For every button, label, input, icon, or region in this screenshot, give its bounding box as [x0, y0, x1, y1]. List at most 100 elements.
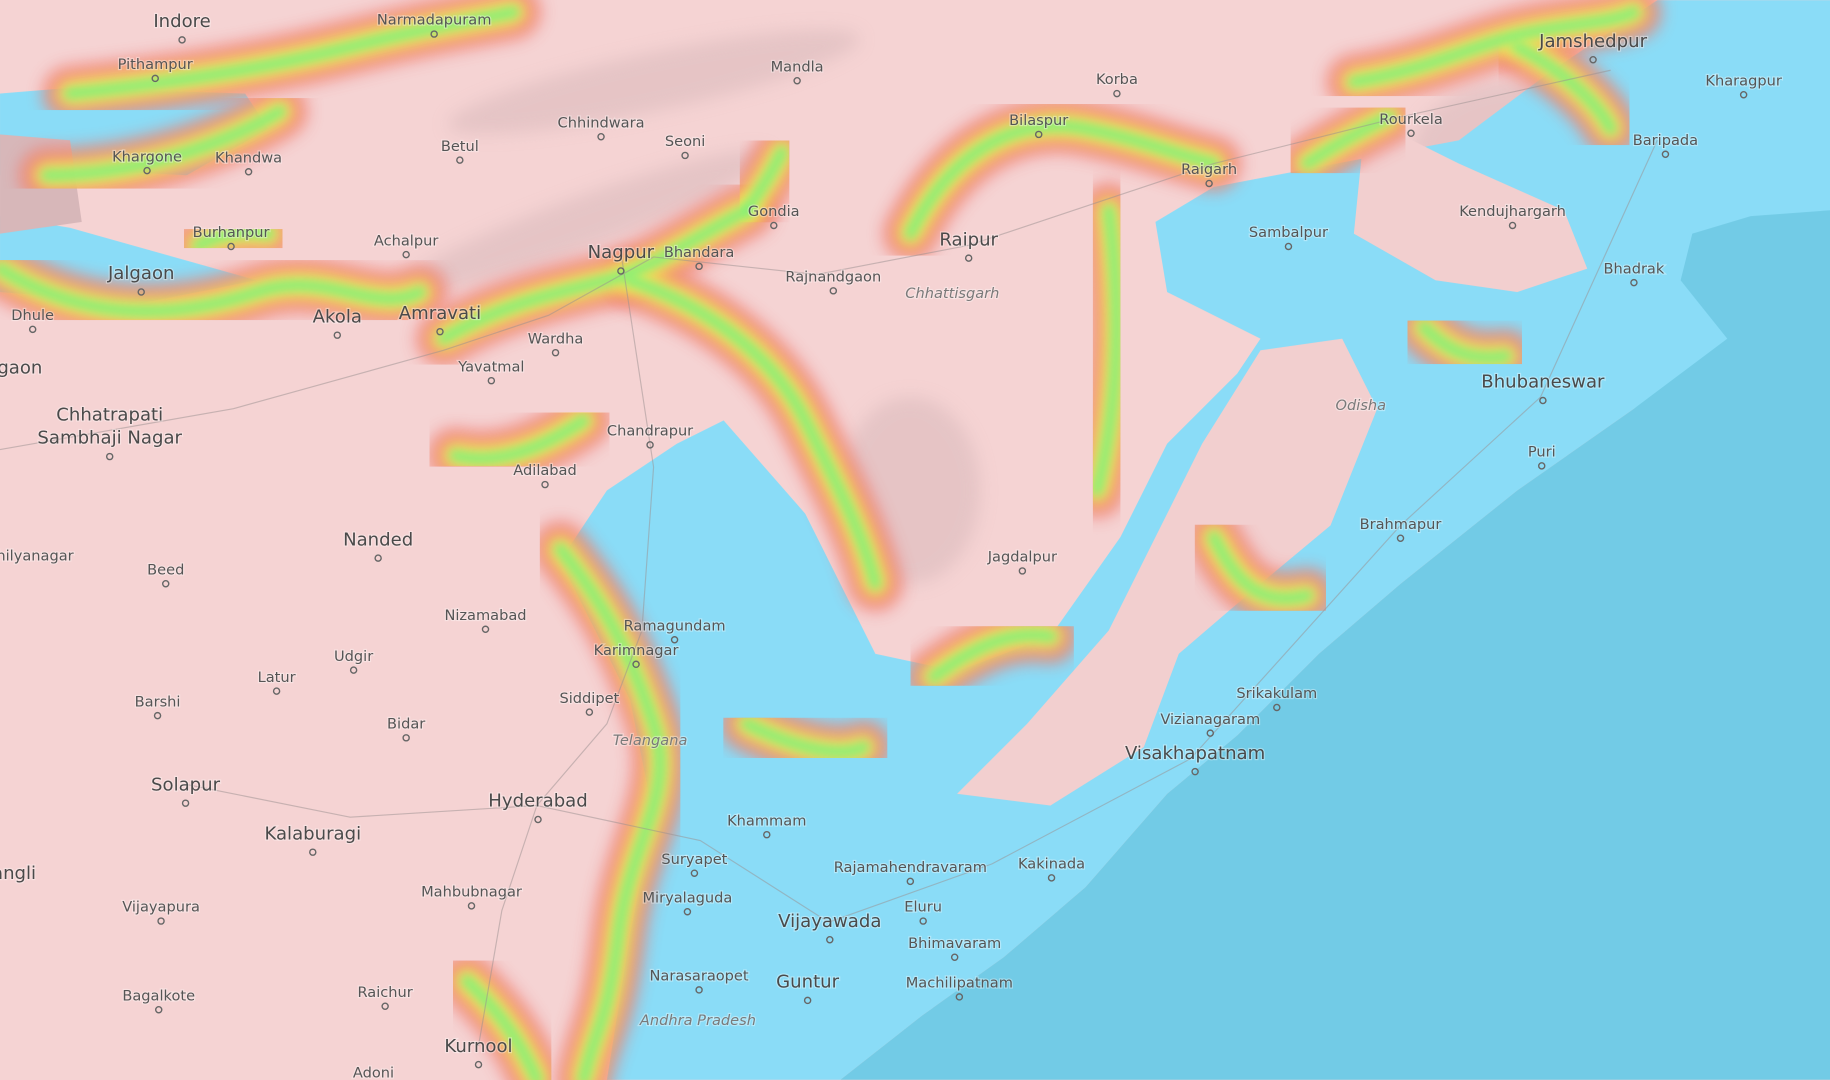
- city-marker-icon: [1284, 242, 1293, 251]
- city-marker-icon: [154, 1006, 163, 1014]
- elevation-band: [927, 629, 1057, 683]
- city-marker-icon: [402, 734, 410, 742]
- elevation-band: [1091, 204, 1123, 497]
- place-label: Bilaspur: [1009, 112, 1068, 129]
- city-marker-icon: [919, 917, 927, 925]
- place-label: Sambalpur: [1249, 224, 1328, 241]
- place-label: Bidar: [387, 715, 425, 732]
- elevation-band: [40, 105, 286, 182]
- city-marker-icon: [430, 30, 438, 38]
- place-label: Chandrapur: [607, 423, 693, 440]
- place-label: angli: [0, 863, 36, 884]
- city-marker-icon: [161, 580, 170, 588]
- city-marker-icon: [585, 708, 594, 716]
- place-label: Hyderabad: [488, 791, 587, 812]
- place-label: Vijayawada: [778, 911, 881, 932]
- city-marker-icon: [1047, 874, 1056, 882]
- place-label: Gondia: [748, 203, 800, 220]
- place-label: Odisha: [1336, 397, 1387, 414]
- place-label: Nizamabad: [444, 607, 526, 624]
- place-label: Andhra Pradesh: [639, 1012, 756, 1029]
- city-marker-icon: [1589, 56, 1597, 64]
- city-marker-icon: [670, 636, 679, 644]
- place-label: Latur: [258, 669, 296, 686]
- place-label: Visakhapatnam: [1125, 743, 1265, 764]
- city-marker-icon: [683, 907, 692, 916]
- city-marker-icon: [487, 376, 496, 385]
- place-label: Korba: [1096, 71, 1138, 88]
- elevation-bands: [0, 0, 1661, 1080]
- city-marker-icon: [1396, 534, 1405, 542]
- place-label: Wardha: [528, 330, 584, 347]
- place-label: Bhadrak: [1604, 260, 1665, 277]
- city-marker-icon: [153, 711, 162, 720]
- place-label: Srikakulam: [1236, 685, 1317, 702]
- place-label: Siddipet: [559, 690, 619, 707]
- city-marker-icon: [770, 221, 778, 230]
- city-marker-icon: [1537, 462, 1546, 470]
- place-label: Sambhaji Nagar: [37, 428, 182, 449]
- city-marker-icon: [309, 848, 317, 856]
- elevation-band: [904, 120, 1220, 240]
- place-label: Ramagundam: [624, 617, 726, 634]
- place-label: Mahbubnagar: [421, 884, 522, 901]
- place-label: Miryalaguda: [642, 889, 732, 906]
- place-label: Mandla: [771, 58, 824, 75]
- place-label: Machilipatnam: [906, 975, 1013, 992]
- city-marker-icon: [244, 168, 253, 176]
- place-label: Burhanpur: [193, 224, 270, 241]
- place-label: Chhattisgarh: [905, 285, 999, 302]
- place-label: Suryapet: [661, 851, 727, 868]
- city-marker-icon: [763, 830, 771, 839]
- city-marker-icon: [467, 902, 476, 910]
- place-label: Bhubaneswar: [1481, 372, 1605, 393]
- road-layer: [0, 69, 1658, 1047]
- place-label: Kurnool: [444, 1036, 512, 1057]
- place-label: Kakinada: [1018, 856, 1085, 873]
- city-marker-icon: [1034, 130, 1043, 139]
- place-label: Vijayapura: [122, 899, 200, 916]
- city-marker-icon: [137, 288, 145, 296]
- city-marker-icon: [1508, 221, 1517, 230]
- elevation-band: [741, 717, 870, 758]
- city-marker-icon: [374, 554, 382, 562]
- city-marker-icon: [1018, 567, 1027, 575]
- place-label: Akola: [313, 306, 362, 327]
- place-label: Rajnandgaon: [785, 268, 881, 285]
- place-label: Guntur: [776, 972, 839, 993]
- place-label: Amravati: [399, 303, 481, 324]
- city-marker-icon: [1661, 150, 1670, 159]
- elevation-band: [1301, 111, 1395, 170]
- elevation-band: [1418, 321, 1512, 364]
- city-marker-icon: [349, 666, 358, 674]
- place-label: Puri: [1528, 444, 1556, 461]
- city-marker-icon: [143, 166, 151, 175]
- place-label: Baripada: [1633, 132, 1698, 149]
- place-label: Chhindwara: [558, 114, 645, 131]
- elevation-band: [64, 6, 520, 100]
- city-marker-icon: [1273, 703, 1281, 712]
- place-label: Dhule: [11, 307, 54, 324]
- city-marker-icon: [617, 267, 625, 275]
- elevation-band: [1511, 41, 1617, 135]
- city-marker-icon: [178, 36, 186, 44]
- place-label: Indore: [153, 11, 210, 32]
- city-marker-icon: [541, 480, 549, 489]
- city-marker-icon: [950, 953, 959, 961]
- city-marker-icon: [402, 250, 410, 259]
- city-marker-icon: [436, 327, 444, 336]
- city-marker-icon: [1407, 129, 1415, 138]
- place-label: Rajamahendravaram: [834, 859, 987, 876]
- city-marker-icon: [1739, 91, 1748, 99]
- place-label: Telangana: [613, 732, 688, 749]
- city-marker-icon: [151, 74, 159, 83]
- city-marker-icon: [1205, 179, 1213, 188]
- elevation-band: [0, 262, 426, 317]
- city-marker-icon: [826, 935, 834, 944]
- city-marker-icon: [333, 331, 342, 339]
- place-label: Vizianagaram: [1160, 711, 1260, 728]
- place-label: Narmadapuram: [377, 12, 492, 29]
- city-marker-icon: [1113, 89, 1121, 98]
